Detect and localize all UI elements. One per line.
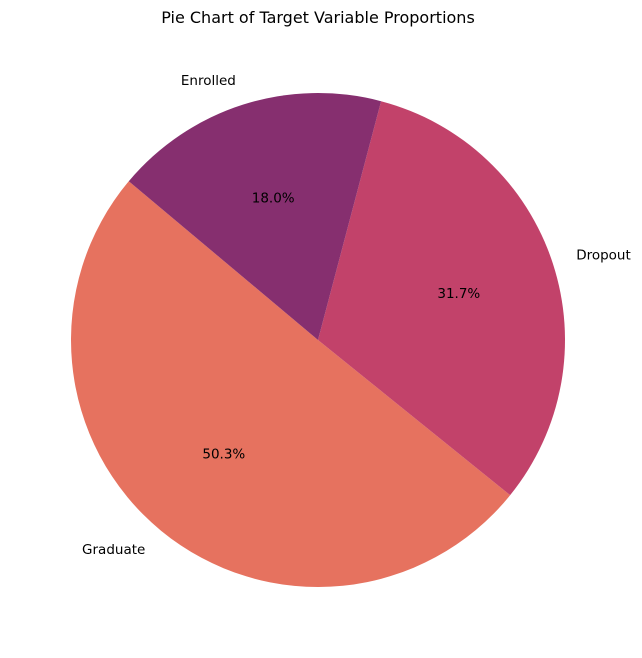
pie-labels: 50.3% Graduate 31.7% Dropout 18.0% Enrolled: [82, 73, 631, 558]
pie-slices: [71, 93, 565, 587]
pie-slice-dropout: [318, 101, 565, 496]
chart-title: Pie Chart of Target Variable Proportions: [161, 8, 475, 27]
pie-slice-graduate: [71, 181, 511, 587]
slice-label-dropout: Dropout: [576, 247, 631, 263]
pct-label-dropout: 31.7%: [437, 286, 480, 302]
slice-label-graduate: Graduate: [82, 542, 145, 558]
pct-label-enrolled: 18.0%: [252, 191, 295, 207]
pie-slice-enrolled: [128, 93, 382, 340]
slice-label-enrolled: Enrolled: [181, 73, 236, 89]
pct-label-graduate: 50.3%: [202, 446, 245, 462]
